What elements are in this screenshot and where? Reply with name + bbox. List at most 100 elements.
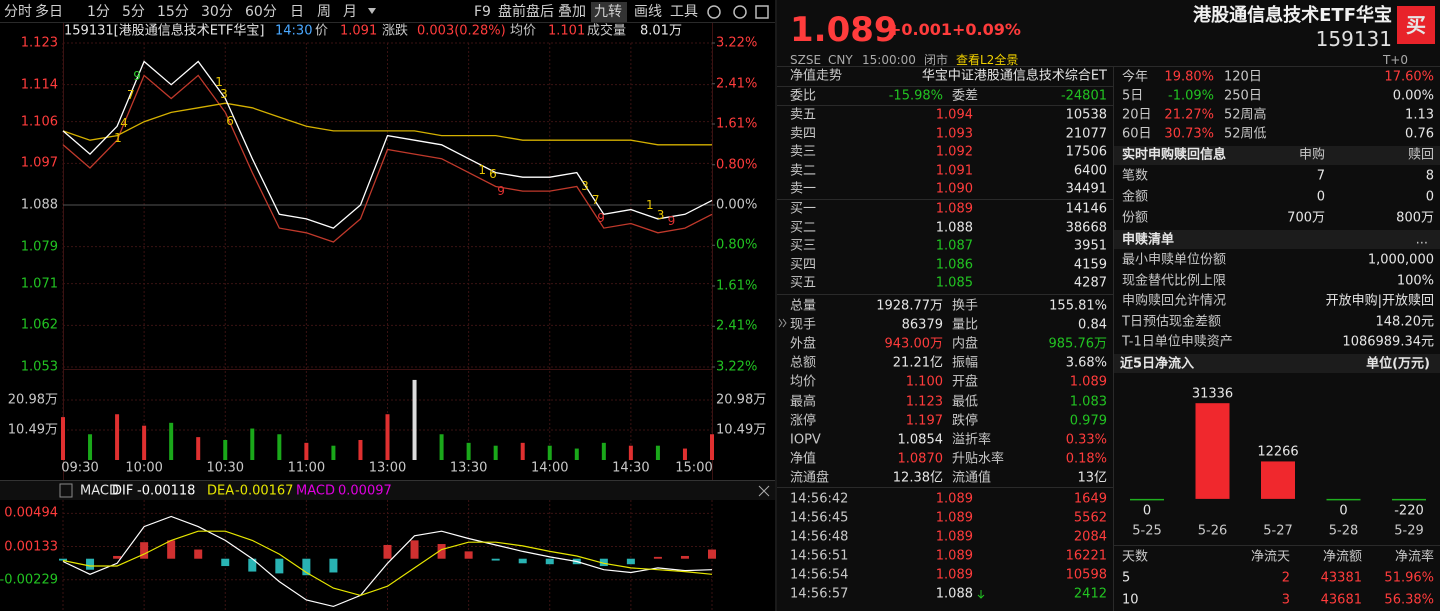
nine-turn-marker: 9 <box>497 183 505 198</box>
row-label: 最小申赎单位份额 <box>1122 252 1227 268</box>
close-icon[interactable] <box>758 485 770 497</box>
row-price: 1.089 <box>935 201 973 217</box>
row-value: 1928.77万 <box>876 298 943 314</box>
tool-button[interactable]: 工具 <box>670 4 698 20</box>
macd-bar <box>680 555 689 559</box>
row-volume: 10598 <box>1065 567 1107 583</box>
dropdown-icon[interactable] <box>368 8 376 14</box>
x-tick-label: 14:30 <box>612 460 650 476</box>
row-value: 0.76 <box>1405 126 1434 142</box>
row-volume: 17506 <box>1065 144 1107 160</box>
tool-button[interactable]: 叠加 <box>558 4 586 20</box>
volume-bar <box>412 379 417 460</box>
nine-turn-marker: 6 <box>226 114 234 129</box>
tab[interactable]: 日 <box>290 4 304 20</box>
macd-bar <box>167 540 176 559</box>
l2-link[interactable]: 查看L2全景 <box>956 53 1019 67</box>
nine-turn-marker: 3 <box>220 86 228 101</box>
macd-bar <box>410 540 419 559</box>
volume-bar <box>710 434 714 460</box>
row-value: 0 <box>1425 189 1434 205</box>
macd-bar <box>545 558 554 565</box>
tab[interactable]: 1分 <box>87 4 110 20</box>
row-value: 1086989.34元 <box>1342 334 1434 350</box>
row-label: 今年 <box>1122 69 1149 85</box>
tool-button[interactable]: 盘前盘后 <box>498 4 554 20</box>
row-price: 1.089 <box>935 567 973 583</box>
row-label: 14:56:45 <box>790 510 849 526</box>
volume-bar <box>331 445 336 460</box>
tab[interactable]: 分时 <box>4 4 32 20</box>
row-label: 60日 <box>1122 126 1152 142</box>
settings-icon[interactable] <box>707 5 721 19</box>
volume-bar <box>61 417 65 460</box>
y-tick-label: -0.00229 <box>0 572 58 588</box>
help-icon[interactable] <box>59 483 73 498</box>
data-label: -220 <box>1394 503 1424 519</box>
tab[interactable]: 15分 <box>157 4 189 20</box>
row-label: 内盘 <box>952 336 979 352</box>
row-label: 换手 <box>952 298 979 314</box>
section-header <box>1114 230 1440 249</box>
row-value: 1.089 <box>1069 374 1107 390</box>
volume-bar <box>547 445 552 460</box>
row-value: 943.00万 <box>884 336 944 352</box>
refresh-icon[interactable] <box>733 5 747 19</box>
row-volume: 16221 <box>1065 548 1107 564</box>
row-price: 1.088 <box>935 586 973 602</box>
buy-button-bg[interactable] <box>1397 6 1435 44</box>
y-tick-label: 1.088 <box>20 197 58 213</box>
row-value: 1.083 <box>1069 394 1107 409</box>
row-value: 13亿 <box>1077 470 1107 486</box>
row-label: 笔数 <box>1122 168 1149 184</box>
expand-icon[interactable] <box>755 5 769 19</box>
row-value: 21.21亿 <box>892 355 943 371</box>
price-change-pct: +0.09% <box>952 20 1021 39</box>
row-value: 700万 <box>1287 210 1325 226</box>
row-value: 19.80% <box>1164 69 1214 85</box>
collapse-icon[interactable] <box>778 318 787 328</box>
tab[interactable]: 月 <box>343 4 357 20</box>
tool-button[interactable]: 九转 <box>594 4 622 20</box>
column-header: 申购 <box>1298 147 1325 163</box>
tab[interactable]: 多日 <box>35 4 63 20</box>
row-label: 溢折率 <box>952 432 992 448</box>
row-value: 86379 <box>901 317 943 333</box>
row-label: 14:56:51 <box>790 548 849 564</box>
row-volume: 2084 <box>1073 529 1107 545</box>
row-label: 现金替代比例上限 <box>1122 273 1227 288</box>
row-volume: 4287 <box>1073 275 1107 291</box>
row-label: 委比 <box>790 88 817 104</box>
buy-button[interactable]: 买 <box>1406 13 1426 37</box>
row-value: 43381 <box>1320 570 1362 586</box>
x-tick-label: 10:30 <box>206 460 244 476</box>
nine-turn-marker: 3 <box>656 207 665 222</box>
row-label: 最高 <box>790 394 817 409</box>
row-value: 开放申购|开放赎回 <box>1325 293 1434 309</box>
tab[interactable]: 60分 <box>245 4 277 20</box>
tool-button[interactable]: 画线 <box>634 4 662 20</box>
tab[interactable]: 周 <box>317 4 331 20</box>
tool-button[interactable]: F9 <box>474 4 491 20</box>
inflow-bar <box>1392 498 1426 501</box>
row-label: 买三 <box>790 238 817 254</box>
row-value: -1.09% <box>1168 88 1214 104</box>
row-label: 净值 <box>790 451 817 467</box>
y2-tick-label: 0.80% <box>716 237 758 253</box>
price-change: +0.001 <box>888 20 953 39</box>
tab[interactable]: 5分 <box>122 4 145 20</box>
y2-tick-label: 20.98万 <box>716 392 767 408</box>
row-value: 30.73% <box>1164 126 1214 142</box>
row-label: 外盘 <box>790 336 817 352</box>
x-tick-label: 11:00 <box>287 460 326 476</box>
row-value: 155.81% <box>1049 298 1107 314</box>
volume-bar <box>601 442 606 460</box>
row-volume: 38668 <box>1065 220 1107 236</box>
section-title: 申赎清单 <box>1122 232 1175 248</box>
row-value: 1.0854 <box>897 432 944 448</box>
legend-value: -0.00167 <box>235 483 294 499</box>
row-label: 开盘 <box>952 374 979 390</box>
volume-bar <box>169 422 174 460</box>
tab[interactable]: 30分 <box>201 4 233 20</box>
more-button[interactable]: ... <box>1415 232 1428 248</box>
